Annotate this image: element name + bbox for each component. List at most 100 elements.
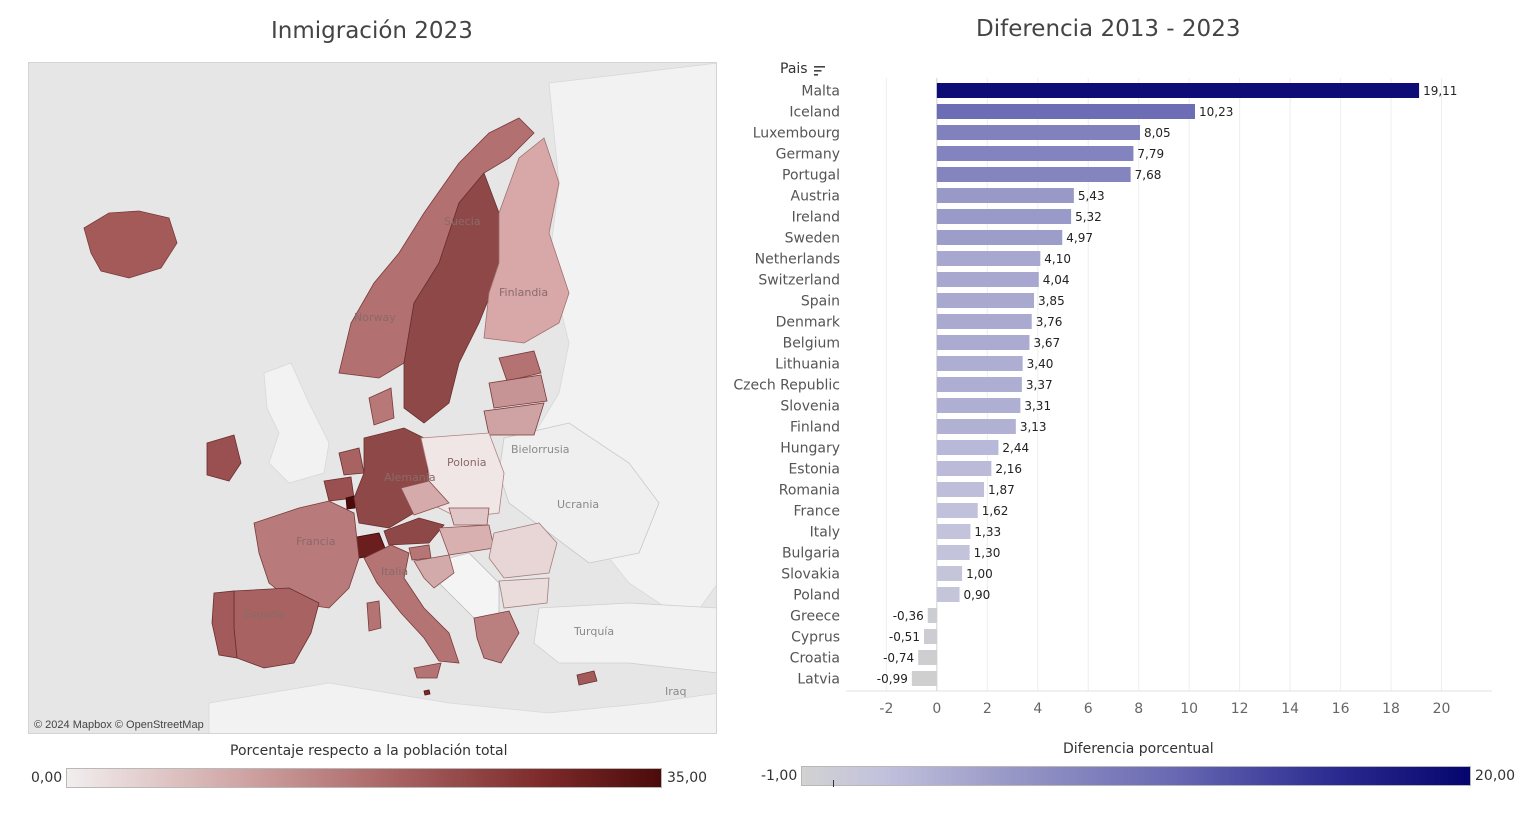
land-uk bbox=[263, 362, 330, 484]
x-tick-label: 18 bbox=[1382, 701, 1400, 717]
portugal[interactable] bbox=[211, 590, 238, 659]
bar bbox=[936, 146, 1134, 161]
value-label: 1,62 bbox=[982, 504, 1009, 518]
bar bbox=[936, 545, 970, 560]
x-tick-label: 10 bbox=[1180, 701, 1198, 717]
value-label: -0,99 bbox=[877, 672, 908, 686]
bar-legend-max: 20,00 bbox=[1475, 768, 1516, 784]
category-label: Austria bbox=[791, 189, 840, 205]
sardinia[interactable] bbox=[366, 600, 382, 632]
value-label: 3,13 bbox=[1020, 420, 1047, 434]
bar bbox=[936, 566, 963, 581]
cyprus[interactable] bbox=[576, 670, 598, 686]
category-label: Romania bbox=[779, 483, 840, 499]
category-label: Finland bbox=[790, 420, 840, 436]
category-label: Luxembourg bbox=[753, 126, 840, 142]
bar-legend-min: -1,00 bbox=[761, 768, 798, 784]
map-canvas: Suecia Finlandia Norway Polonia Bielorru… bbox=[83, 63, 716, 733]
bar bbox=[936, 251, 1041, 266]
label-polonia: Polonia bbox=[447, 456, 487, 469]
map-title: Inmigración 2023 bbox=[271, 18, 473, 44]
bar bbox=[936, 335, 1030, 350]
austria[interactable] bbox=[383, 517, 445, 546]
value-label: 1,00 bbox=[966, 567, 993, 581]
category-label: Ireland bbox=[792, 210, 840, 226]
czech-republic[interactable] bbox=[400, 480, 450, 516]
category-label: Iceland bbox=[789, 105, 840, 121]
croatia[interactable] bbox=[413, 554, 455, 589]
value-label: 5,43 bbox=[1078, 189, 1105, 203]
category-header[interactable]: Pais bbox=[780, 61, 808, 77]
iceland[interactable] bbox=[83, 210, 178, 279]
value-label: -0,36 bbox=[893, 609, 924, 623]
bar bbox=[936, 272, 1039, 287]
category-label: Slovenia bbox=[780, 399, 840, 415]
italy[interactable] bbox=[363, 544, 460, 664]
value-label: 10,23 bbox=[1199, 105, 1233, 119]
lithuania[interactable] bbox=[483, 402, 545, 436]
luxembourg[interactable] bbox=[345, 495, 356, 510]
bar bbox=[936, 209, 1072, 224]
category-label: Netherlands bbox=[755, 252, 840, 268]
map-legend-min: 0,00 bbox=[31, 770, 63, 786]
bar bbox=[936, 230, 1063, 245]
latvia[interactable] bbox=[488, 374, 548, 409]
estonia[interactable] bbox=[498, 350, 542, 382]
value-label: 3,37 bbox=[1026, 378, 1053, 392]
label-italia: Italia bbox=[381, 565, 408, 578]
category-label: Switzerland bbox=[758, 273, 840, 289]
spain[interactable] bbox=[233, 587, 320, 669]
bar-legend-title: Diferencia porcentual bbox=[1063, 741, 1214, 757]
slovenia[interactable] bbox=[408, 544, 432, 561]
category-label: Sweden bbox=[785, 231, 840, 247]
malta[interactable] bbox=[423, 689, 431, 696]
slovakia[interactable] bbox=[448, 507, 490, 526]
x-tick-label: 0 bbox=[932, 701, 941, 717]
europe-map[interactable]: Suecia Finlandia Norway Polonia Bielorru… bbox=[28, 62, 717, 734]
value-label: 3,76 bbox=[1036, 315, 1063, 329]
sicily[interactable] bbox=[413, 662, 442, 679]
x-tick-label: 14 bbox=[1281, 701, 1299, 717]
map-attribution[interactable]: © 2024 Mapbox © OpenStreetMap bbox=[34, 719, 204, 731]
greece[interactable] bbox=[473, 610, 520, 664]
value-label: 0,90 bbox=[964, 588, 991, 602]
hungary[interactable] bbox=[438, 524, 495, 556]
label-suecia: Suecia bbox=[444, 215, 481, 228]
category-label: Croatia bbox=[790, 651, 840, 667]
bar bbox=[927, 608, 937, 623]
bar-legend-gradient bbox=[801, 766, 1471, 786]
netherlands[interactable] bbox=[338, 447, 365, 476]
chart-title: Diferencia 2013 - 2023 bbox=[976, 16, 1241, 42]
x-tick-label: 6 bbox=[1084, 701, 1093, 717]
value-label: 7,68 bbox=[1135, 168, 1162, 182]
value-label: 5,32 bbox=[1075, 210, 1102, 224]
category-label: Germany bbox=[776, 147, 840, 163]
category-label: Spain bbox=[801, 294, 840, 310]
x-tick-label: 16 bbox=[1332, 701, 1350, 717]
value-label: 4,10 bbox=[1044, 252, 1071, 266]
sort-descending-icon[interactable] bbox=[814, 66, 826, 76]
x-tick-label: 20 bbox=[1433, 701, 1451, 717]
bar bbox=[936, 419, 1016, 434]
finland[interactable] bbox=[483, 137, 570, 344]
x-tick-label: 12 bbox=[1231, 701, 1249, 717]
map-legend-title: Porcentaje respecto a la población total bbox=[230, 743, 508, 759]
label-bielorrusia: Bielorrusia bbox=[511, 443, 570, 456]
bar bbox=[936, 587, 960, 602]
bulgaria[interactable] bbox=[498, 577, 550, 609]
value-label: 7,79 bbox=[1137, 147, 1164, 161]
category-label: Poland bbox=[793, 588, 840, 604]
bar bbox=[936, 398, 1021, 413]
bar bbox=[936, 104, 1195, 119]
label-espana: España bbox=[244, 608, 284, 621]
land-africa bbox=[208, 682, 716, 733]
bar bbox=[936, 83, 1420, 98]
label-finlandia: Finlandia bbox=[499, 286, 548, 299]
romania[interactable] bbox=[488, 522, 558, 579]
value-label: 3,40 bbox=[1027, 357, 1054, 371]
bar bbox=[936, 293, 1034, 308]
category-label: Hungary bbox=[780, 441, 840, 457]
ireland[interactable] bbox=[206, 434, 242, 482]
france[interactable] bbox=[253, 500, 360, 609]
denmark[interactable] bbox=[368, 387, 395, 426]
